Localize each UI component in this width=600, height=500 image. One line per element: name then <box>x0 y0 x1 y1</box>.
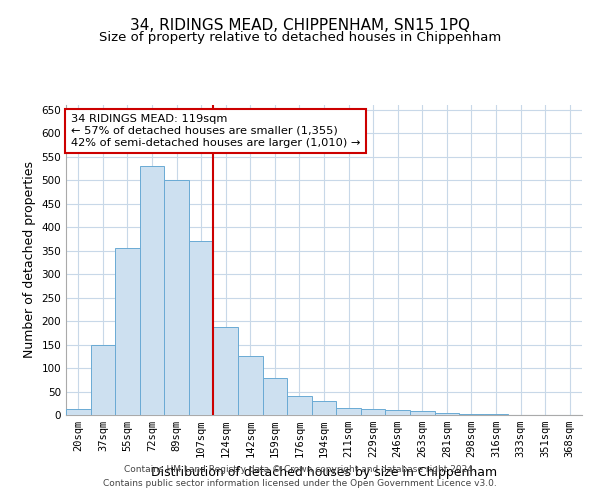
Bar <box>287 396 312 415</box>
X-axis label: Distribution of detached houses by size in Chippenham: Distribution of detached houses by size … <box>151 466 497 478</box>
Bar <box>410 411 434 415</box>
Bar <box>189 241 214 415</box>
Text: 34, RIDINGS MEAD, CHIPPENHAM, SN15 1PQ: 34, RIDINGS MEAD, CHIPPENHAM, SN15 1PQ <box>130 18 470 32</box>
Bar <box>263 378 287 415</box>
Bar <box>91 344 115 415</box>
Bar <box>385 410 410 415</box>
Bar <box>115 248 140 415</box>
Bar <box>484 414 508 415</box>
Bar <box>214 326 238 415</box>
Bar <box>361 409 385 415</box>
Bar <box>164 180 189 415</box>
Bar <box>459 414 484 415</box>
Y-axis label: Number of detached properties: Number of detached properties <box>23 162 36 358</box>
Text: Contains HM Land Registry data © Crown copyright and database right 2024.
Contai: Contains HM Land Registry data © Crown c… <box>103 466 497 487</box>
Bar <box>66 409 91 415</box>
Text: Size of property relative to detached houses in Chippenham: Size of property relative to detached ho… <box>99 31 501 44</box>
Bar <box>238 356 263 415</box>
Bar <box>312 401 336 415</box>
Bar <box>140 166 164 415</box>
Bar <box>434 413 459 415</box>
Bar <box>336 408 361 415</box>
Text: 34 RIDINGS MEAD: 119sqm
← 57% of detached houses are smaller (1,355)
42% of semi: 34 RIDINGS MEAD: 119sqm ← 57% of detache… <box>71 114 361 148</box>
